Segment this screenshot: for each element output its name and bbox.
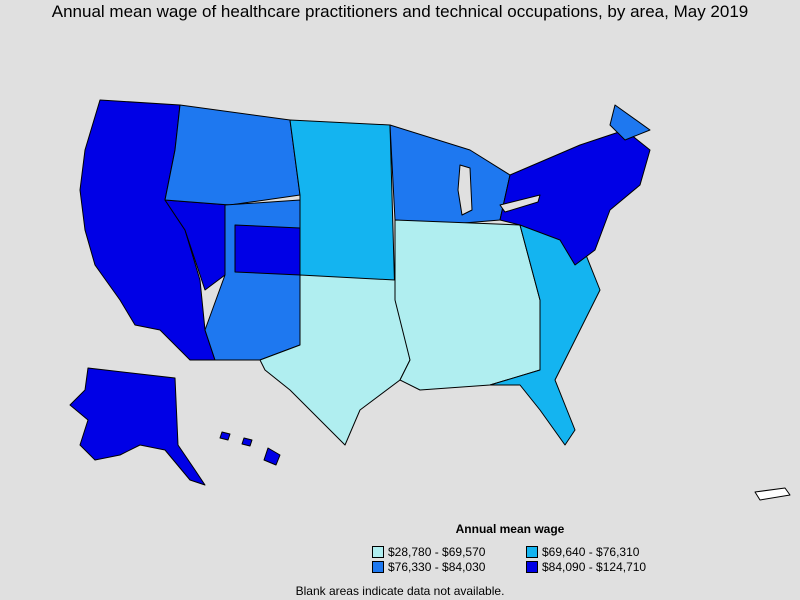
footnote: Blank areas indicate data not available. (295, 584, 505, 598)
region-upper-midwest (389, 124, 511, 226)
region-puerto-rico (754, 487, 791, 501)
region-northern-rockies (164, 104, 301, 206)
legend-swatch-4 (526, 561, 538, 573)
region-alaska (69, 367, 206, 486)
legend-label-1: $28,780 - $69,570 (388, 545, 486, 559)
region-hawaii (263, 447, 281, 466)
legend-swatch-2 (526, 546, 538, 558)
lake-erie (499, 194, 541, 213)
region-central (394, 219, 541, 391)
legend-swatch-3 (372, 561, 384, 573)
region-maine (609, 104, 651, 141)
region-great-plains (289, 119, 396, 301)
legend-label-4: $84,090 - $124,710 (542, 560, 647, 574)
lake-michigan (457, 164, 473, 216)
legend-item-1: $28,780 - $69,570 (372, 545, 485, 559)
legend-item-2: $69,640 - $76,310 (526, 545, 639, 559)
map-title: Annual mean wage of healthcare practitio… (51, 2, 749, 21)
region-colorado (234, 224, 301, 276)
legend-label-3: $76,330 - $84,030 (388, 560, 486, 574)
region-southeast (489, 224, 601, 446)
legend-item-4: $84,090 - $124,710 (526, 560, 646, 574)
legend-item-3: $76,330 - $84,030 (372, 560, 485, 574)
legend-title: Annual mean wage (455, 522, 565, 536)
region-hawaii-small-2 (241, 437, 253, 447)
legend-label-2: $69,640 - $76,310 (542, 545, 640, 559)
legend-swatch-1 (372, 546, 384, 558)
region-hawaii-small-1 (219, 431, 231, 441)
